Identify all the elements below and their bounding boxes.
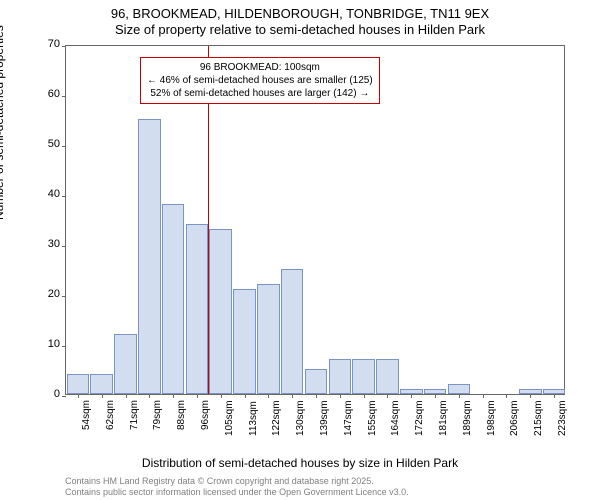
x-tick-label: 181sqm — [438, 400, 449, 436]
y-tick — [62, 146, 66, 147]
x-tick-label: 147sqm — [343, 400, 354, 436]
x-tick-label: 139sqm — [319, 400, 330, 436]
x-tick — [126, 394, 127, 398]
x-tick-label: 172sqm — [414, 400, 425, 436]
x-tick-label: 105sqm — [224, 400, 235, 436]
y-tick — [62, 396, 66, 397]
histogram-bar — [162, 204, 185, 394]
chart-title-line2: Size of property relative to semi-detach… — [0, 22, 600, 37]
y-tick-label: 0 — [35, 388, 60, 400]
histogram-bar — [233, 289, 256, 394]
legend-line3: 52% of semi-detached houses are larger (… — [147, 87, 373, 100]
x-axis-label: Distribution of semi-detached houses by … — [0, 456, 600, 470]
x-tick-label: 206sqm — [509, 400, 520, 436]
x-tick — [245, 394, 246, 398]
y-tick — [62, 246, 66, 247]
histogram-bar — [257, 284, 280, 394]
histogram-bar — [138, 119, 161, 394]
legend-line2: ← 46% of semi-detached houses are smalle… — [147, 74, 373, 87]
y-tick-label: 20 — [35, 288, 60, 300]
x-tick-label: 96sqm — [200, 400, 211, 430]
x-tick-label: 198sqm — [486, 400, 497, 436]
histogram-bar — [305, 369, 328, 394]
y-tick-label: 70 — [35, 38, 60, 50]
x-tick — [173, 394, 174, 398]
legend-line1: 96 BROOKMEAD: 100sqm — [147, 61, 373, 74]
x-tick — [483, 394, 484, 398]
x-tick-label: 62sqm — [105, 400, 116, 430]
histogram-bar — [424, 389, 447, 394]
histogram-bar — [281, 269, 304, 394]
x-tick — [78, 394, 79, 398]
x-tick — [221, 394, 222, 398]
histogram-bar — [209, 229, 232, 394]
x-tick — [435, 394, 436, 398]
x-tick — [197, 394, 198, 398]
x-tick — [364, 394, 365, 398]
x-tick — [459, 394, 460, 398]
x-tick-label: 223sqm — [557, 400, 568, 436]
histogram-bar — [114, 334, 137, 394]
y-tick-label: 40 — [35, 188, 60, 200]
histogram-bar — [448, 384, 471, 394]
x-tick — [149, 394, 150, 398]
y-tick — [62, 96, 66, 97]
x-tick — [554, 394, 555, 398]
x-tick — [292, 394, 293, 398]
x-tick — [411, 394, 412, 398]
y-tick-label: 60 — [35, 88, 60, 100]
x-tick-label: 71sqm — [129, 400, 140, 430]
x-tick — [506, 394, 507, 398]
x-tick-label: 113sqm — [248, 401, 259, 436]
y-tick-label: 30 — [35, 238, 60, 250]
x-tick-label: 215sqm — [533, 400, 544, 436]
chart-title-line1: 96, BROOKMEAD, HILDENBOROUGH, TONBRIDGE,… — [0, 6, 600, 21]
x-tick-label: 189sqm — [462, 400, 473, 436]
y-axis-label: Number of semi-detached properties — [0, 25, 6, 220]
x-tick-label: 54sqm — [81, 400, 92, 430]
histogram-bar — [352, 359, 375, 394]
x-tick — [316, 394, 317, 398]
x-tick-label: 122sqm — [271, 400, 282, 436]
histogram-bar — [186, 224, 209, 394]
x-tick-label: 79sqm — [152, 400, 163, 430]
y-tick-label: 10 — [35, 338, 60, 350]
histogram-bar — [543, 389, 566, 394]
x-tick — [530, 394, 531, 398]
x-tick-label: 164sqm — [390, 400, 401, 436]
x-tick — [387, 394, 388, 398]
x-tick-label: 88sqm — [176, 400, 187, 430]
y-tick — [62, 296, 66, 297]
x-tick-label: 155sqm — [367, 400, 378, 436]
legend-box: 96 BROOKMEAD: 100sqm← 46% of semi-detach… — [140, 57, 380, 104]
histogram-bar — [90, 374, 113, 394]
x-tick — [102, 394, 103, 398]
y-tick — [62, 46, 66, 47]
attribution-line1: Contains HM Land Registry data © Crown c… — [65, 476, 374, 486]
histogram-bar — [376, 359, 399, 394]
y-tick — [62, 196, 66, 197]
histogram-bar — [519, 389, 542, 394]
histogram-bar — [329, 359, 352, 394]
x-tick-label: 130sqm — [295, 400, 306, 436]
y-tick — [62, 346, 66, 347]
attribution-line2: Contains public sector information licen… — [65, 487, 409, 497]
x-tick — [340, 394, 341, 398]
x-tick — [268, 394, 269, 398]
histogram-bar — [67, 374, 90, 394]
histogram-bar — [400, 389, 423, 394]
y-tick-label: 50 — [35, 138, 60, 150]
plot-area: 96 BROOKMEAD: 100sqm← 46% of semi-detach… — [65, 45, 565, 395]
